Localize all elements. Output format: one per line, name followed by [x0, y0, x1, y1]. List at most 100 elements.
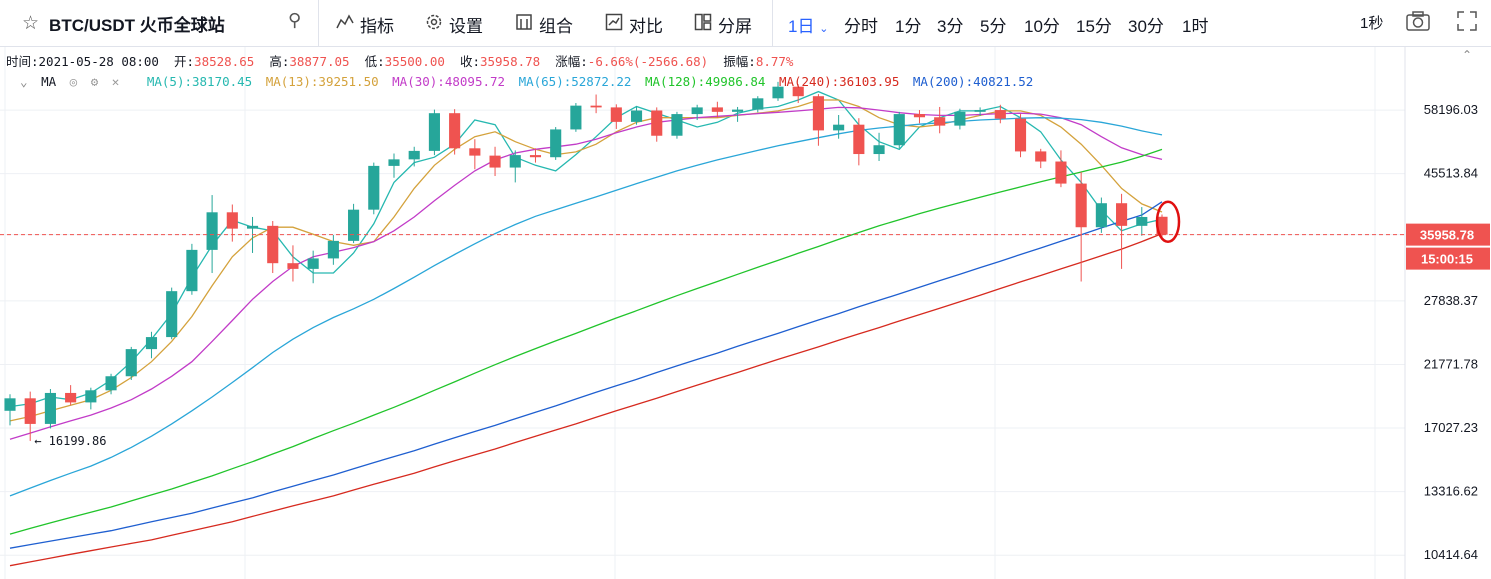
- y-tick-label: 13316.62: [1424, 484, 1478, 499]
- layout-label: 分屏: [718, 17, 752, 36]
- interval-tab[interactable]: 1分: [895, 17, 922, 36]
- candle-body: [509, 155, 521, 168]
- interval-tab[interactable]: 1时: [1182, 17, 1209, 36]
- candle-body: [4, 398, 16, 411]
- candle-body: [428, 113, 440, 151]
- candle-body: [408, 150, 420, 160]
- change-label: 涨幅:: [555, 54, 588, 69]
- candle-body: [853, 124, 865, 155]
- candle-body: [287, 263, 299, 269]
- candle-body: [44, 392, 56, 424]
- series-line: [9, 117, 1163, 497]
- candle-body: [934, 117, 946, 126]
- compare-label: 对比: [629, 17, 663, 36]
- close-value: 35958.78: [479, 54, 541, 69]
- camera-icon[interactable]: [1405, 10, 1431, 36]
- interval-dropdown[interactable]: 1日 ⌄: [788, 12, 828, 37]
- y-tick-label: 45513.84: [1424, 166, 1478, 181]
- candle-body: [772, 86, 784, 99]
- ma-item: MA(5):38170.45: [146, 74, 253, 89]
- price-badge-label: 35958.78: [1420, 228, 1474, 243]
- y-tick-label: 58196.03: [1424, 102, 1478, 117]
- price-chart[interactable]: ← 16199.86 58196.03 45513.84 27838.37 21771.…: [0, 47, 1491, 579]
- candle-body: [105, 376, 117, 391]
- candle-body: [449, 113, 461, 149]
- interval-tab[interactable]: 5分: [980, 17, 1007, 36]
- y-tick-label: 21771.78: [1424, 356, 1478, 371]
- candle-body: [954, 111, 966, 126]
- template-button[interactable]: 组合: [515, 12, 573, 37]
- candle-body: [893, 114, 905, 146]
- top-toolbar: ☆ BTC/USDT 火币全球站 ⚲ 指标 设置 组合 对比 分屏 1日: [0, 0, 1491, 47]
- candle-body: [812, 96, 824, 131]
- collapse-icon[interactable]: ⌄: [20, 74, 28, 89]
- series-line: [9, 201, 1163, 549]
- candle-body: [529, 155, 542, 158]
- candle-body: [550, 129, 562, 158]
- candle-body: [1156, 216, 1168, 235]
- ma-item: MA(13):39251.50: [265, 74, 379, 89]
- amplitude-value: 8.77%: [755, 54, 794, 69]
- close-icon[interactable]: ✕: [111, 74, 120, 89]
- symbol-selector[interactable]: ☆ BTC/USDT 火币全球站: [22, 11, 225, 36]
- settings-button[interactable]: 设置: [425, 12, 483, 37]
- star-icon[interactable]: ☆: [22, 13, 40, 34]
- compare-button[interactable]: 对比: [605, 12, 663, 37]
- candle-body: [246, 225, 259, 229]
- candle-body: [1136, 216, 1148, 226]
- ma-item: MA(65):52872.22: [518, 74, 632, 89]
- candle-body: [348, 209, 360, 241]
- countdown-badge: [1406, 247, 1490, 270]
- layout-icon: [694, 13, 712, 36]
- eye-icon[interactable]: ◎: [69, 74, 78, 89]
- gear-icon[interactable]: ⚙: [90, 74, 99, 89]
- price-badge: [1406, 223, 1490, 246]
- candle-body: [792, 86, 804, 97]
- indicators-button[interactable]: 指标: [336, 12, 394, 37]
- ma-legend: ⌄ MA ◎ ⚙ ✕ MA(5):38170.45 MA(13):39251.5…: [20, 74, 1039, 89]
- compare-icon: [605, 13, 623, 36]
- candle-body: [226, 212, 238, 229]
- candle-body: [1055, 161, 1067, 184]
- indicators-label: 指标: [360, 17, 394, 36]
- candle-body: [489, 155, 501, 168]
- interval-tab[interactable]: 30分: [1128, 17, 1164, 36]
- close-label: 收:: [459, 54, 480, 69]
- interval-tab[interactable]: 3分: [937, 17, 964, 36]
- min-price-label: ← 16199.86: [34, 434, 106, 448]
- candle-body: [206, 212, 218, 250]
- refresh-rate[interactable]: 1秒: [1360, 15, 1384, 32]
- candle-body: [630, 110, 643, 122]
- series-line: [9, 148, 1163, 535]
- candle-body: [590, 105, 602, 108]
- candle-body: [267, 225, 279, 264]
- search-icon[interactable]: ⚲: [288, 10, 302, 30]
- ma-item: MA(30):48095.72: [392, 74, 506, 89]
- candle-body: [368, 165, 380, 210]
- chevron-up-icon: ⌃: [1462, 48, 1472, 62]
- ma-legend-icons: ◎ ⚙ ✕: [70, 74, 126, 89]
- ohlc-legend: 时间:2021-05-28 08:00 开:38528.65 高:38877.0…: [6, 51, 793, 70]
- symbol-label: BTC/USDT 火币全球站: [49, 16, 225, 35]
- candle-body: [833, 124, 845, 131]
- countdown-label: 15:00:15: [1421, 252, 1473, 267]
- candle-body: [327, 240, 339, 259]
- candle-body: [145, 337, 158, 350]
- interval-tab[interactable]: 分时: [844, 17, 878, 36]
- divider: [772, 0, 773, 46]
- fullscreen-icon[interactable]: [1456, 10, 1478, 36]
- interval-tab[interactable]: 10分: [1024, 17, 1060, 36]
- candle-body: [570, 105, 582, 130]
- interval-tab[interactable]: 15分: [1076, 17, 1112, 36]
- layout-button[interactable]: 分屏: [694, 12, 752, 37]
- indicators-icon: [336, 14, 354, 35]
- candle-body: [1035, 151, 1047, 162]
- candle-body: [307, 258, 319, 269]
- candle-body: [732, 109, 744, 112]
- high-value: 38877.05: [289, 54, 350, 69]
- candle-body: [671, 114, 683, 136]
- series-line: [9, 232, 1163, 567]
- series-line: [9, 99, 1163, 422]
- chevron-down-icon: ⌄: [819, 23, 829, 35]
- low-value: 35500.00: [384, 54, 445, 69]
